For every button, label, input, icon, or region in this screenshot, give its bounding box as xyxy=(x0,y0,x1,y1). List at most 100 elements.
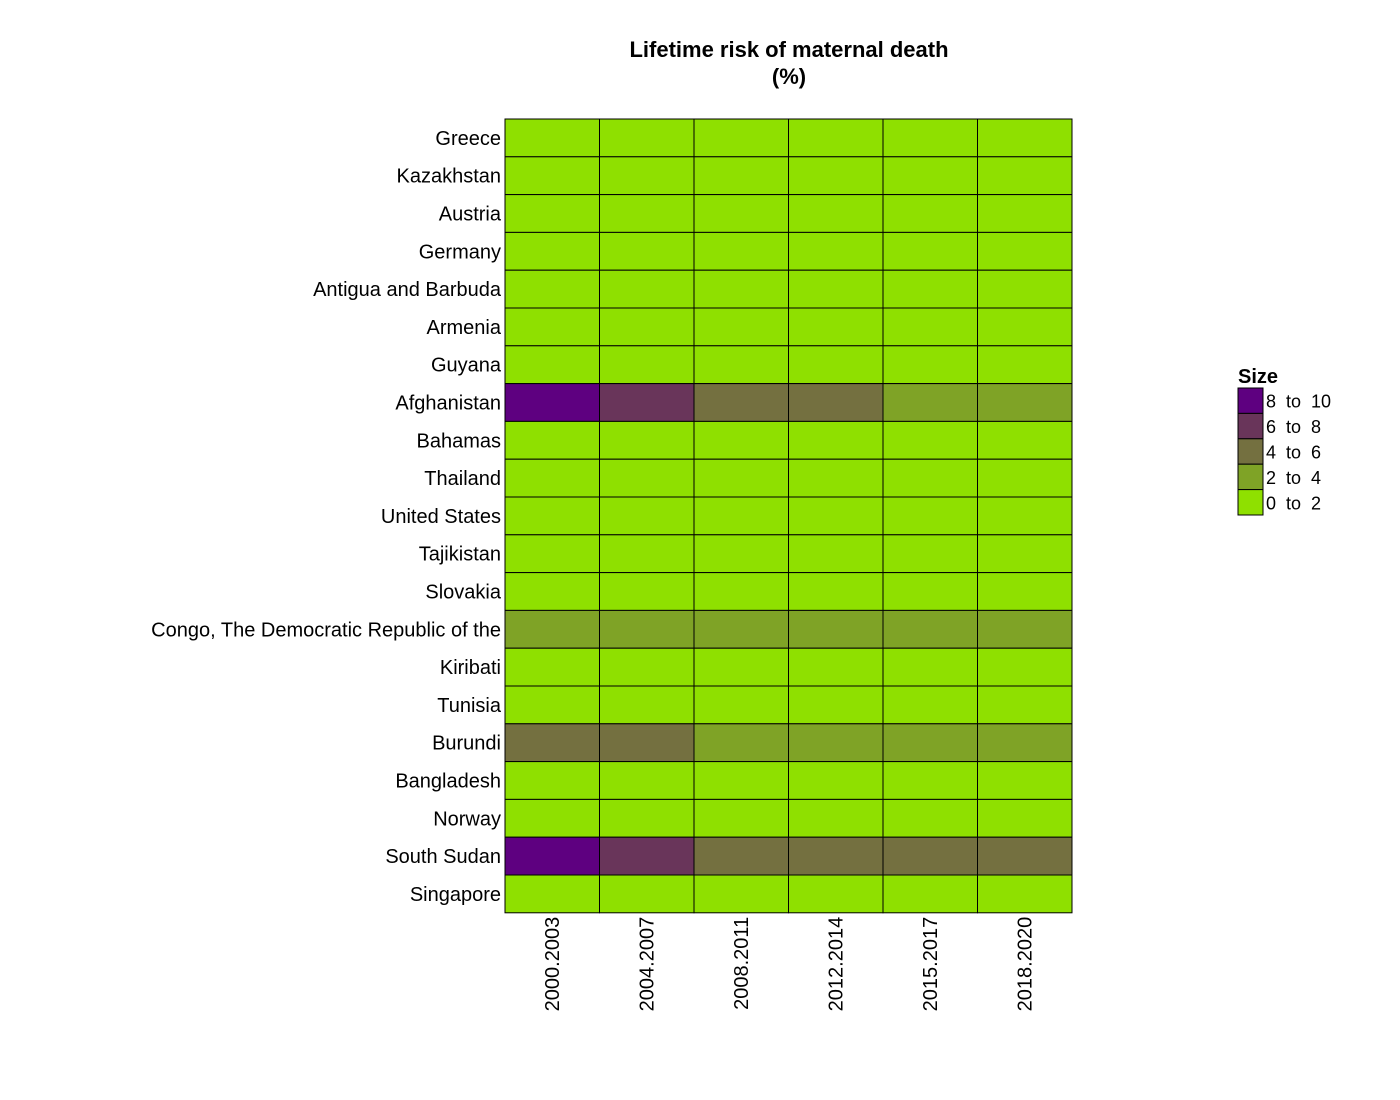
heatmap-cell xyxy=(504,761,600,800)
heatmap-cell xyxy=(693,836,789,876)
heatmap-cell xyxy=(788,156,884,196)
heatmap-cell xyxy=(788,798,884,838)
heatmap-cell xyxy=(693,194,789,233)
heatmap-cell xyxy=(977,269,1073,309)
legend-swatch xyxy=(1237,489,1264,516)
heatmap-cell xyxy=(882,647,978,687)
x-axis-label: 2004.2007 xyxy=(637,917,659,1012)
heatmap-cell xyxy=(599,420,695,460)
heatmap-cell xyxy=(977,572,1073,611)
heatmap-cell xyxy=(882,609,978,649)
heatmap-cell xyxy=(788,458,884,498)
x-axis-label: 2008.2011 xyxy=(731,917,753,1010)
heatmap-cell xyxy=(882,156,978,196)
heatmap-cell xyxy=(693,420,789,460)
heatmap-cell xyxy=(693,798,789,838)
heatmap-cell xyxy=(693,685,789,725)
heatmap-cell xyxy=(504,685,600,725)
heatmap-cell xyxy=(504,723,600,763)
heatmap-cell xyxy=(977,118,1073,158)
heatmap-cell xyxy=(504,156,600,196)
heatmap-cell xyxy=(788,307,884,347)
heatmap-cell xyxy=(977,647,1073,687)
heatmap-cell xyxy=(977,874,1073,914)
y-axis-label: Antigua and Barbuda xyxy=(313,279,502,301)
heatmap-cell xyxy=(599,194,695,233)
heatmap-cell xyxy=(977,307,1073,347)
heatmap-cell xyxy=(977,458,1073,498)
heatmap-cell xyxy=(504,420,600,460)
y-axis-label: Bangladesh xyxy=(395,771,501,793)
heatmap-cell xyxy=(504,572,600,611)
heatmap-cell xyxy=(504,231,600,271)
heatmap-cell xyxy=(693,496,789,536)
heatmap-cell xyxy=(788,345,884,385)
heatmap-cell xyxy=(693,609,789,649)
heatmap-cell xyxy=(977,496,1073,536)
legend-swatch xyxy=(1237,463,1264,491)
heatmap-cell xyxy=(599,156,695,196)
heatmap-cell xyxy=(882,723,978,763)
legend-swatch xyxy=(1237,412,1264,440)
heatmap-cell xyxy=(977,761,1073,800)
heatmap-cell xyxy=(693,647,789,687)
x-axis-label: 2018.2020 xyxy=(1015,917,1037,1012)
heatmap-cell xyxy=(693,458,789,498)
heatmap-cell xyxy=(504,874,600,914)
x-axis-label: 2000.2003 xyxy=(542,917,564,1012)
heatmap-cell xyxy=(693,156,789,196)
heatmap-cell xyxy=(693,874,789,914)
heatmap-cell xyxy=(882,194,978,233)
heatmap-cell xyxy=(882,118,978,158)
heatmap-cell xyxy=(693,231,789,271)
heatmap-cell xyxy=(882,572,978,611)
heatmap-cell xyxy=(504,458,600,498)
y-axis-label: Norway xyxy=(433,808,501,830)
heatmap-cell xyxy=(788,383,884,422)
heatmap-cell xyxy=(599,874,695,914)
legend-label: 2 to 4 xyxy=(1266,468,1321,488)
y-axis-label: Kazakhstan xyxy=(396,166,501,188)
x-axis-label: 2015.2017 xyxy=(920,917,942,1012)
heatmap-cell xyxy=(977,383,1073,422)
heatmap-cell xyxy=(788,685,884,725)
heatmap-cell xyxy=(882,231,978,271)
heatmap-cell xyxy=(788,647,884,687)
heatmap-cell xyxy=(788,420,884,460)
heatmap-cell xyxy=(599,383,695,422)
legend-label: 0 to 2 xyxy=(1266,493,1321,513)
heatmap-cell xyxy=(882,496,978,536)
heatmap-cell xyxy=(788,269,884,309)
heatmap-cell xyxy=(599,307,695,347)
heatmap-cell xyxy=(977,194,1073,233)
heatmap-cell xyxy=(599,798,695,838)
heatmap-cell xyxy=(788,231,884,271)
heatmap-cell xyxy=(693,383,789,422)
heatmap-cell xyxy=(882,836,978,876)
heatmap-cell xyxy=(977,723,1073,763)
heatmap-cell xyxy=(693,269,789,309)
heatmap-cell xyxy=(693,307,789,347)
heatmap-cell xyxy=(504,534,600,574)
x-axis-labels: 2000.2003 2004.2007 2008.2011 2012.2014 2015… xyxy=(542,917,1037,1012)
chart-subtitle: (%) xyxy=(772,64,806,89)
heatmap-cell xyxy=(977,156,1073,196)
heatmap-cell xyxy=(504,307,600,347)
heatmap-cell xyxy=(882,383,978,422)
y-axis-label: Thailand xyxy=(424,468,501,490)
heatmap-cell xyxy=(788,836,884,876)
y-axis-label: Armenia xyxy=(427,317,502,339)
heatmap-cell xyxy=(788,723,884,763)
heatmap-cell xyxy=(788,118,884,158)
legend-label: 4 to 6 xyxy=(1266,443,1321,463)
y-axis-label: Afghanistan xyxy=(395,393,501,415)
y-axis-label: United States xyxy=(381,506,501,528)
heatmap-cell xyxy=(599,231,695,271)
heatmap-cell xyxy=(882,761,978,800)
heatmap-cell xyxy=(977,685,1073,725)
y-axis-label: Tajikistan xyxy=(419,544,501,566)
heatmap-cell xyxy=(882,458,978,498)
heatmap-cell xyxy=(504,383,600,422)
heatmap-cell xyxy=(504,647,600,687)
